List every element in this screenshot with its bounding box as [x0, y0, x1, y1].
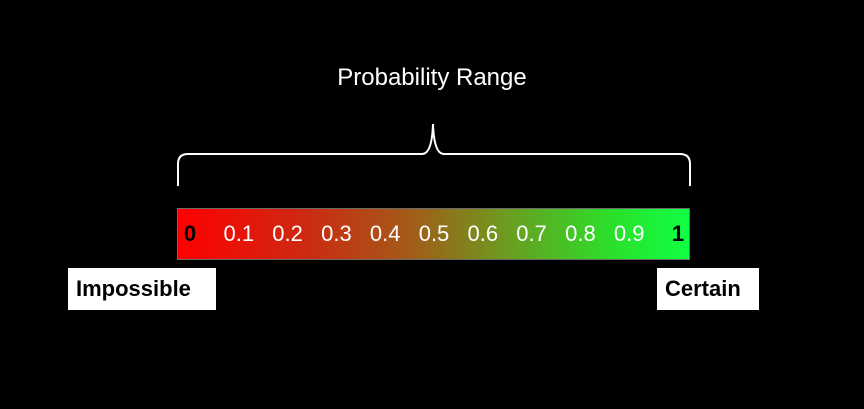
- tick-label: 0.4: [369, 221, 401, 246]
- tick-label: 0.8: [565, 221, 596, 246]
- impossible-label: Impossible: [68, 268, 216, 310]
- diagram-title: Probability Range: [337, 64, 527, 91]
- tick-label: 0.9: [613, 221, 645, 246]
- tick-label: 0.5: [418, 221, 450, 246]
- tick-label: 0.7: [516, 221, 547, 246]
- tick-label: 0: [183, 221, 197, 246]
- certain-label: Certain: [657, 268, 759, 310]
- tick-label: 0.6: [467, 221, 499, 246]
- tick-label: 1: [671, 221, 685, 246]
- tick-label: 0.2: [272, 221, 303, 246]
- tick-label: 0.1: [223, 221, 255, 246]
- probability-gradient-bar: [177, 208, 690, 260]
- tick-label: 0.3: [321, 221, 352, 246]
- curly-brace-icon: [177, 123, 691, 186]
